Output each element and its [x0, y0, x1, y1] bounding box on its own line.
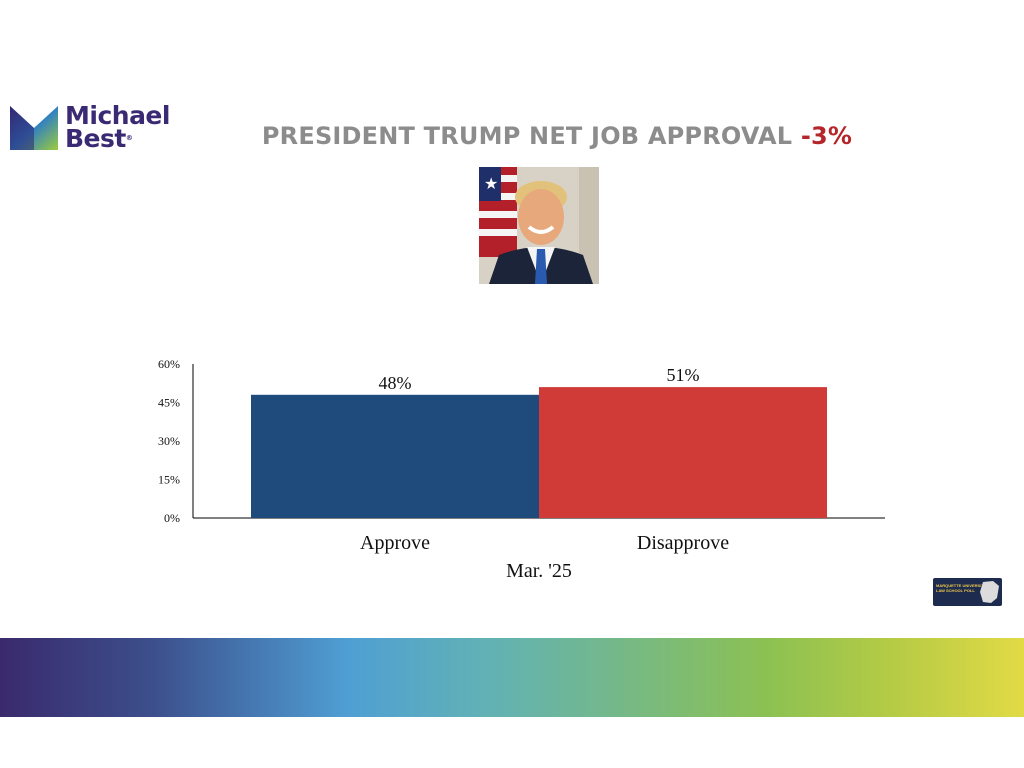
marquette-law-poll-badge: MARQUETTE UNIVERSITY LAW SCHOOL POLL — [933, 578, 1002, 606]
data-label-approve: 48% — [379, 373, 412, 393]
title-text: PRESIDENT TRUMP NET JOB APPROVAL — [261, 122, 793, 150]
logo-wordmark: Michael Best® — [65, 101, 170, 153]
logo-line-1: Michael — [65, 101, 170, 130]
y-tick-label: 60% — [158, 357, 180, 371]
badge-text: MARQUETTE UNIVERSITY LAW SCHOOL POLL — [936, 583, 986, 593]
badge-line-2: LAW SCHOOL POLL — [936, 588, 975, 593]
logo-line-2: Best® — [65, 124, 170, 153]
net-approval-value: -3% — [800, 122, 853, 150]
bar-disapprove — [539, 387, 827, 518]
data-label-disapprove: 51% — [667, 365, 700, 385]
category-label-disapprove: Disapprove — [637, 532, 729, 554]
portrait-illustration: ★ — [479, 167, 599, 284]
page-title: PRESIDENT TRUMP NET JOB APPROVAL -3% — [0, 122, 1024, 150]
president-portrait-image: ★ — [479, 167, 599, 284]
badge-line-1: MARQUETTE UNIVERSITY — [936, 583, 987, 588]
logo-line-2-text: Best — [65, 124, 126, 153]
y-tick-label: 45% — [158, 396, 180, 410]
bar-approve — [251, 394, 539, 518]
wisconsin-map-icon — [980, 581, 999, 603]
y-tick-label: 0% — [164, 511, 180, 525]
y-tick-label: 30% — [158, 434, 180, 448]
y-tick-label: 15% — [158, 473, 180, 487]
logo-mark-icon — [10, 106, 58, 150]
footer-gradient-band — [0, 638, 1024, 717]
svg-text:★: ★ — [484, 176, 498, 193]
category-label-approve: Approve — [360, 532, 430, 554]
logo-registered-mark: ® — [125, 134, 133, 142]
michael-best-logo: Michael Best® — [10, 101, 180, 156]
x-axis-label: Mar. '25 — [506, 560, 572, 582]
